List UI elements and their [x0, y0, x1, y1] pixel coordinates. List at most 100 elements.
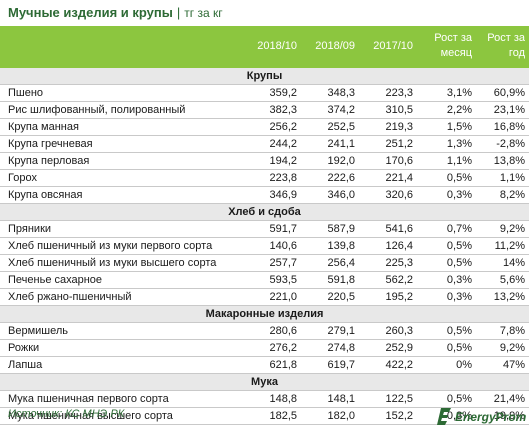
- row-name: Хлеб пшеничный из муки высшего сорта: [8, 257, 217, 269]
- value-2018-09: 182,0: [327, 410, 355, 422]
- value-2018-10: 593,5: [269, 274, 297, 286]
- value-2017-10: 252,9: [385, 342, 413, 354]
- section-title: Макаронные изделия: [205, 308, 324, 320]
- value-2017-10: 195,2: [385, 291, 413, 303]
- value-2017-10: 541,6: [385, 223, 413, 235]
- value-2017-10: 219,3: [385, 121, 413, 133]
- title-separator: |: [176, 5, 181, 20]
- row-name: Крупа манная: [8, 121, 79, 133]
- year-growth: 7,8%: [499, 325, 525, 337]
- value-2018-10: 140,6: [269, 240, 297, 252]
- table-row: Хлеб пшеничный из муки высшего сорта 257,…: [0, 255, 529, 272]
- source-note: Источник: КС МНЭ РК: [8, 408, 125, 420]
- table-row: Горох 223,8 222,6 221,4 0,5% 1,1%: [0, 170, 529, 187]
- value-2018-09: 148,1: [327, 393, 355, 405]
- logo-mark-icon: [437, 408, 451, 425]
- value-2018-10: 194,2: [269, 155, 297, 167]
- month-growth: 3,1%: [446, 87, 472, 99]
- month-growth: 0,5%: [446, 172, 472, 184]
- energyprom-logo: EnergyProm: [437, 406, 527, 428]
- unit-label: тг за кг: [184, 6, 223, 20]
- section-header: Хлеб и сдоба: [0, 204, 529, 221]
- year-growth: 19,9%: [493, 410, 525, 422]
- year-growth: 60,9%: [493, 87, 525, 99]
- page-title: Мучные изделия и крупы | тг за кг: [8, 5, 223, 20]
- section-title: Мука: [251, 376, 278, 388]
- col-header-2017-10: 2017/10: [373, 40, 413, 52]
- value-2018-10: 276,2: [269, 342, 297, 354]
- value-2017-10: 260,3: [385, 325, 413, 337]
- row-name: Пшено: [8, 87, 44, 99]
- col-header-month-growth: Рост за месяц: [434, 31, 472, 61]
- value-2018-09: 587,9: [327, 223, 355, 235]
- value-2018-10: 256,2: [269, 121, 297, 133]
- row-name: Хлеб пшеничный из муки первого сорта: [8, 240, 213, 252]
- month-growth: 0,5%: [446, 342, 472, 354]
- section-title: Хлеб и сдоба: [228, 206, 301, 218]
- value-2018-09: 139,8: [327, 240, 355, 252]
- table-row: Мука пшеничная высшего сорта 182,5 182,0 15…: [0, 408, 529, 425]
- row-name: Горох: [8, 172, 37, 184]
- footer: Источник: КС МНЭ РК EnergyProm: [0, 404, 529, 431]
- table-row: Хлеб ржано-пшеничный 221,0 220,5 195,2 0,3% 1…: [0, 289, 529, 306]
- row-name: Печенье сахарное: [8, 274, 103, 286]
- value-2017-10: 221,4: [385, 172, 413, 184]
- table-row: Пряники 591,7 587,9 541,6 0,7% 9,2%: [0, 221, 529, 238]
- month-growth: 0,3%: [446, 291, 472, 303]
- value-2018-10: 280,6: [269, 325, 297, 337]
- row-name: Крупа перловая: [8, 155, 90, 167]
- value-2018-09: 241,1: [327, 138, 355, 150]
- col-header-2018-09: 2018/09: [315, 40, 355, 52]
- month-growth: 0,5%: [446, 240, 472, 252]
- title-text: Мучные изделия и крупы: [8, 5, 173, 20]
- table-row: Крупа манная 256,2 252,5 219,3 1,5% 16,8%: [0, 119, 529, 136]
- value-2017-10: 562,2: [385, 274, 413, 286]
- row-name: Мука пшеничная первого сорта: [8, 393, 169, 405]
- table-row: Крупа гречневая 244,2 241,1 251,2 1,3% -2,8%: [0, 136, 529, 153]
- row-name: Рис шлифованный, полированный: [8, 104, 186, 116]
- value-2018-10: 148,8: [269, 393, 297, 405]
- month-growth: 0,5%: [446, 393, 472, 405]
- row-name: Крупа гречневая: [8, 138, 93, 150]
- value-2018-09: 252,5: [327, 121, 355, 133]
- month-growth: 0,5%: [446, 257, 472, 269]
- year-growth: 5,6%: [499, 274, 525, 286]
- col-year-line2: год: [508, 47, 525, 59]
- value-2017-10: 320,6: [385, 189, 413, 201]
- year-growth: 8,2%: [499, 189, 525, 201]
- table-row: Крупа перловая 194,2 192,0 170,6 1,1% 13,8%: [0, 153, 529, 170]
- value-2018-10: 591,7: [269, 223, 297, 235]
- row-name: Мука пшеничная высшего сорта: [8, 410, 173, 422]
- logo-text: EnergyProm: [455, 410, 527, 424]
- value-2018-09: 220,5: [327, 291, 355, 303]
- value-2018-09: 619,7: [327, 359, 355, 371]
- month-growth: 1,3%: [446, 138, 472, 150]
- value-2018-10: 346,9: [269, 189, 297, 201]
- year-growth: -2,8%: [496, 138, 525, 150]
- row-name: Вермишель: [8, 325, 69, 337]
- month-growth: 0,7%: [446, 223, 472, 235]
- month-growth: 0,3%: [446, 410, 472, 422]
- table-row: Вермишель 280,6 279,1 260,3 0,5% 7,8%: [0, 323, 529, 340]
- value-2017-10: 225,3: [385, 257, 413, 269]
- table-row: Рис шлифованный, полированный 382,3 374,2 3…: [0, 102, 529, 119]
- month-growth: 0,3%: [446, 189, 472, 201]
- value-2018-10: 257,7: [269, 257, 297, 269]
- year-growth: 23,1%: [493, 104, 525, 116]
- row-name: Пряники: [8, 223, 52, 235]
- section-header: Мука: [0, 374, 529, 391]
- col-header-2018-10: 2018/10: [257, 40, 297, 52]
- row-name: Крупа овсяная: [8, 189, 83, 201]
- year-growth: 9,2%: [499, 223, 525, 235]
- value-2017-10: 122,5: [385, 393, 413, 405]
- section-header: Макаронные изделия: [0, 306, 529, 323]
- year-growth: 13,8%: [493, 155, 525, 167]
- col-month-line2: месяц: [440, 47, 472, 59]
- year-growth: 1,1%: [499, 172, 525, 184]
- value-2018-09: 374,2: [327, 104, 355, 116]
- value-2018-10: 182,5: [269, 410, 297, 422]
- table-row: Рожки 276,2 274,8 252,9 0,5% 9,2%: [0, 340, 529, 357]
- year-growth: 13,2%: [493, 291, 525, 303]
- table-row: Пшено 359,2 348,3 223,3 3,1% 60,9%: [0, 85, 529, 102]
- section-header: Крупы: [0, 68, 529, 85]
